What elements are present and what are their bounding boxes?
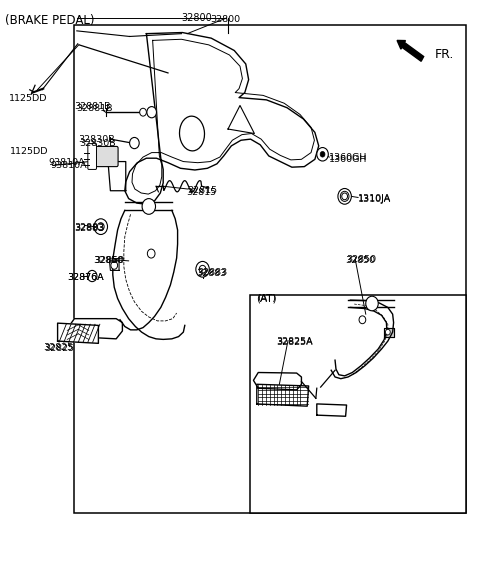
Text: 32825: 32825 [43, 343, 73, 352]
FancyBboxPatch shape [92, 146, 118, 167]
Text: 1125DD: 1125DD [9, 94, 47, 103]
Text: 32881B: 32881B [76, 104, 112, 113]
Text: 32876A: 32876A [67, 273, 104, 282]
Circle shape [196, 261, 209, 277]
Ellipse shape [180, 116, 204, 151]
Circle shape [317, 148, 328, 161]
Circle shape [342, 193, 348, 200]
Text: 32825A: 32825A [276, 337, 312, 346]
Text: (BRAKE PEDAL): (BRAKE PEDAL) [5, 14, 94, 27]
Text: 32850: 32850 [347, 255, 377, 264]
Text: 32815: 32815 [186, 188, 216, 197]
Text: 1360GH: 1360GH [329, 155, 367, 164]
Polygon shape [257, 384, 309, 406]
Text: 93810A: 93810A [48, 158, 84, 167]
Polygon shape [70, 319, 122, 339]
Polygon shape [58, 323, 98, 343]
Text: (AT): (AT) [257, 294, 276, 303]
Text: 32815: 32815 [187, 186, 217, 195]
Polygon shape [253, 373, 301, 390]
Text: 32800: 32800 [211, 15, 240, 24]
Bar [250, 295, 466, 513]
FancyBboxPatch shape [88, 144, 96, 169]
Text: 32825: 32825 [44, 344, 74, 353]
Text: 32830B: 32830B [78, 135, 114, 144]
Circle shape [385, 329, 390, 335]
Bar [74, 25, 466, 513]
Circle shape [359, 316, 366, 324]
Text: 32883: 32883 [197, 268, 227, 277]
Text: 32883: 32883 [196, 269, 226, 278]
Circle shape [130, 137, 139, 149]
Text: 1360GH: 1360GH [329, 153, 367, 162]
Circle shape [94, 219, 108, 234]
Text: 1310JA: 1310JA [358, 194, 391, 203]
Text: (AT): (AT) [256, 293, 276, 304]
Text: 1310JA: 1310JA [358, 195, 391, 204]
Polygon shape [384, 328, 394, 337]
Text: 32850: 32850 [95, 256, 125, 265]
Text: 32876A: 32876A [67, 273, 104, 282]
Text: 32883: 32883 [74, 224, 105, 233]
Circle shape [338, 188, 351, 204]
Circle shape [142, 199, 156, 214]
Text: 93810A: 93810A [50, 161, 87, 170]
Circle shape [111, 261, 118, 269]
Text: 32830B: 32830B [79, 139, 116, 148]
Text: 32825A: 32825A [276, 338, 312, 347]
Circle shape [87, 270, 97, 282]
Circle shape [143, 200, 155, 213]
Text: 32883: 32883 [74, 223, 105, 232]
FancyArrow shape [397, 40, 424, 61]
Text: 32850: 32850 [346, 256, 376, 265]
Circle shape [140, 108, 146, 116]
Circle shape [147, 107, 156, 118]
Circle shape [366, 296, 378, 311]
Text: 1125DD: 1125DD [10, 147, 48, 156]
Circle shape [320, 151, 325, 157]
Circle shape [147, 249, 155, 258]
Polygon shape [317, 404, 347, 416]
Text: 32850: 32850 [94, 256, 124, 265]
Text: 32800: 32800 [181, 13, 212, 23]
Text: 32881B: 32881B [74, 102, 111, 111]
Text: FR.: FR. [434, 48, 454, 62]
